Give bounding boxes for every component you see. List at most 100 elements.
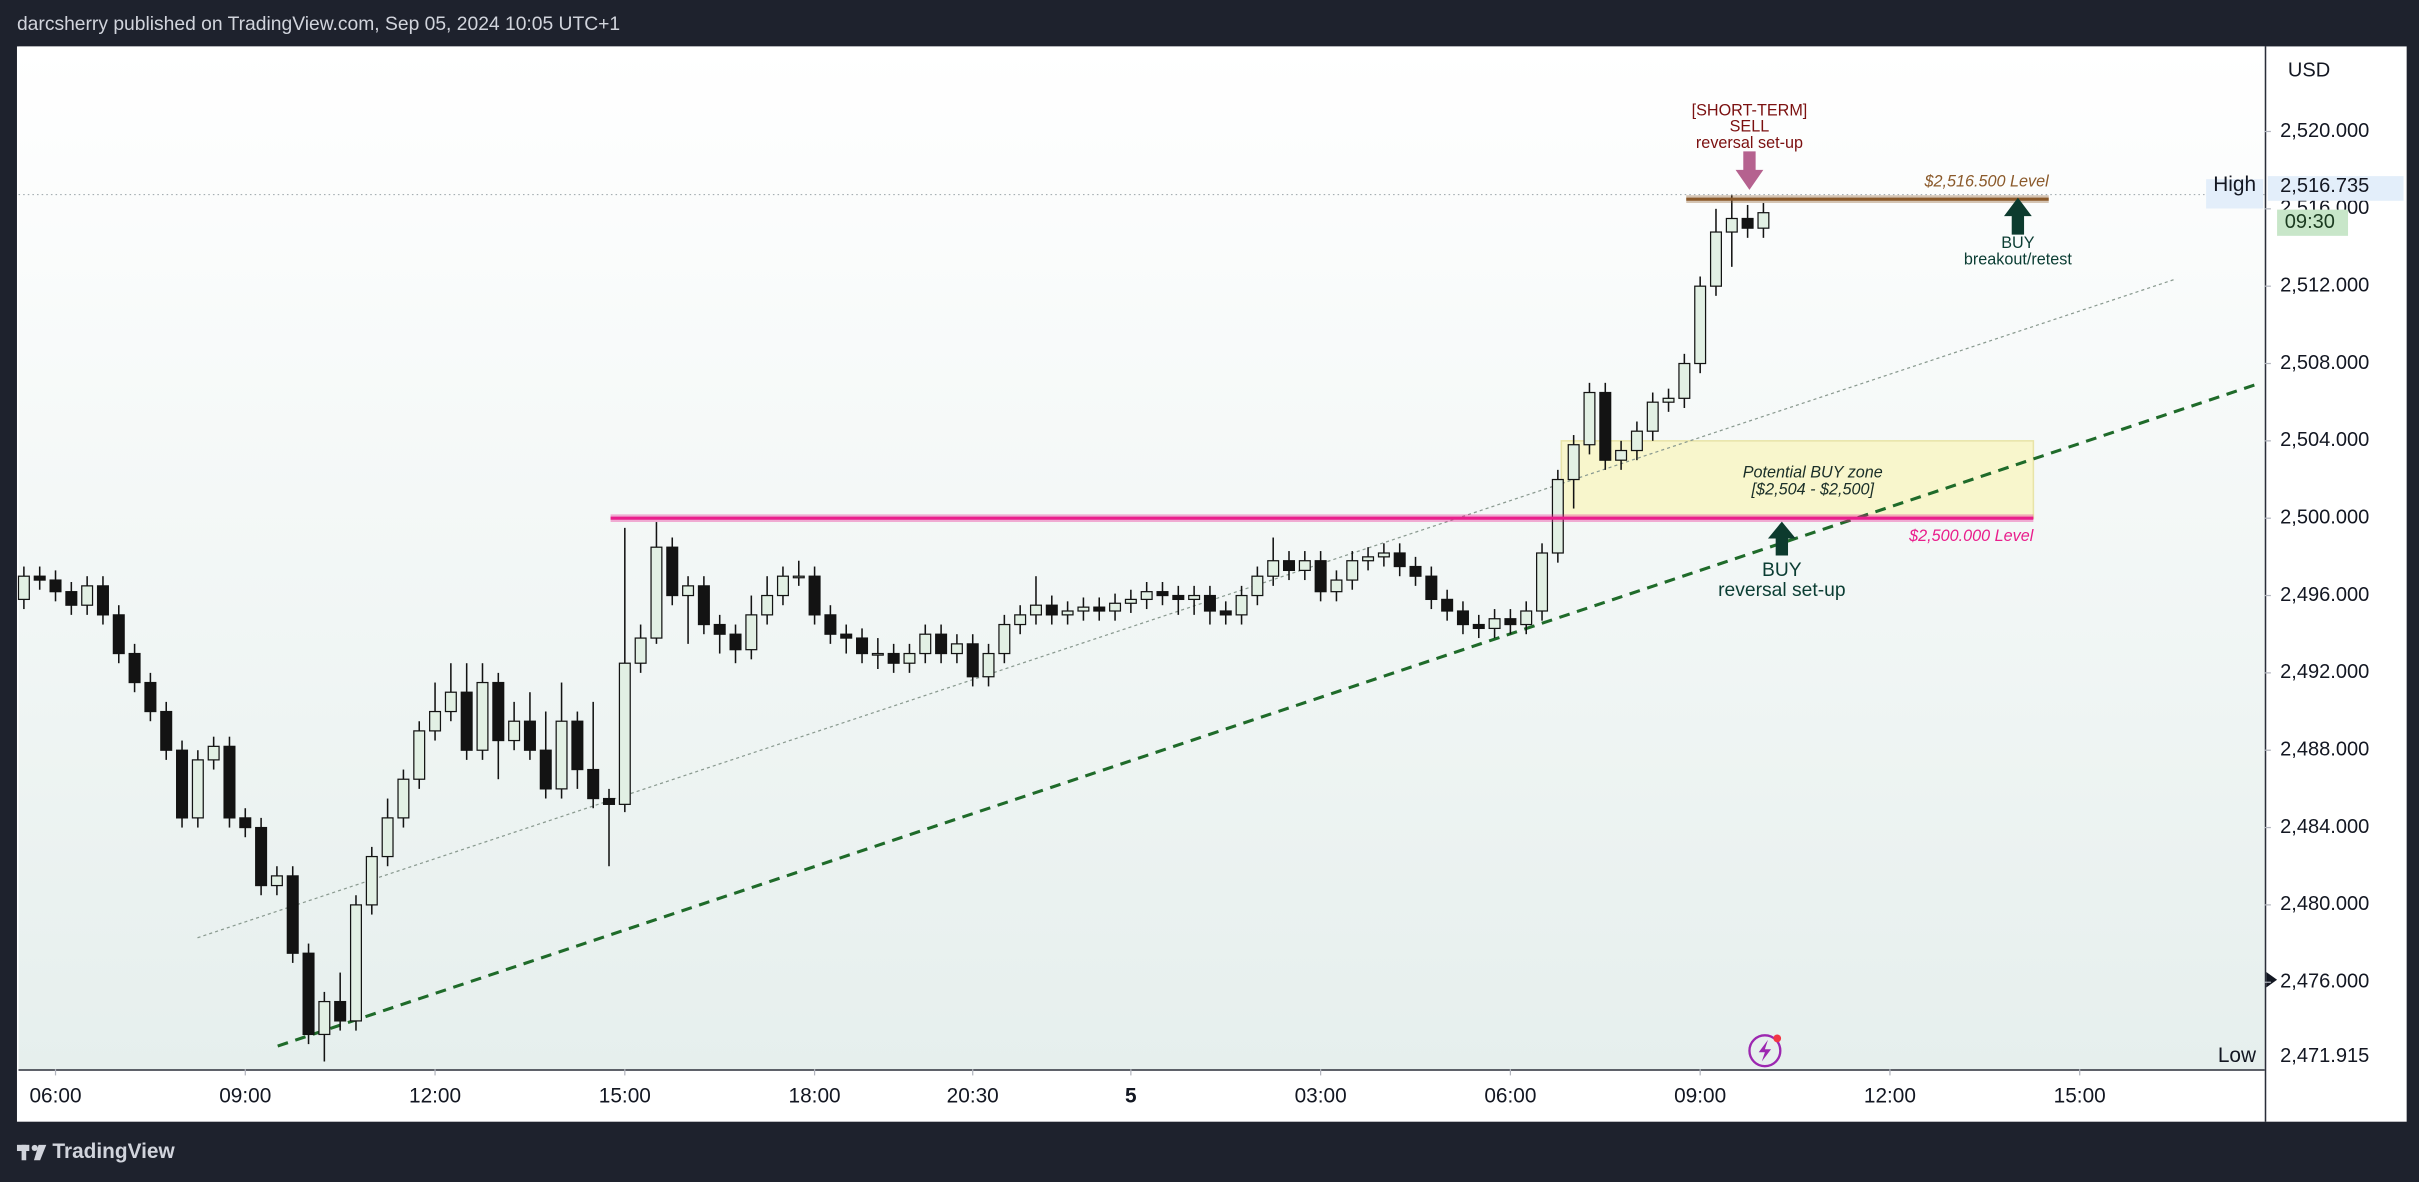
candle-body: [650, 546, 663, 639]
candle-body: [1567, 444, 1580, 481]
candle-body: [666, 546, 679, 597]
candle-body: [856, 637, 869, 655]
candle-body: [381, 817, 394, 858]
candle-body: [776, 575, 789, 597]
candle-body: [555, 720, 568, 790]
candle-body: [286, 875, 299, 954]
y-tick-label: 2,492.000: [2280, 661, 2369, 683]
candle-body: [207, 745, 220, 761]
candle-body: [1267, 560, 1280, 577]
trendline: [197, 278, 2175, 939]
x-tick-label: 12:00: [409, 1085, 461, 1108]
x-tick-label: 03:00: [1295, 1085, 1347, 1108]
y-tick-label: 2,488.000: [2280, 739, 2369, 761]
candle-body: [65, 591, 78, 606]
zone-label: [$2,504 - $2,500]: [1751, 481, 1875, 499]
candle-body: [1124, 598, 1137, 604]
x-tick-label: 15:00: [2054, 1085, 2106, 1108]
candle-body: [397, 778, 410, 819]
candle-body: [1504, 618, 1517, 626]
annotation: SELL: [1730, 118, 1770, 136]
candle-body: [223, 745, 236, 819]
annotation: reversal set-up: [1718, 580, 1845, 601]
y-tick-label: 2,520.000: [2280, 120, 2369, 142]
alert-marker: [2266, 972, 2278, 988]
candle-body: [1061, 610, 1074, 616]
candle-body: [1520, 610, 1533, 626]
y-tick-label: 2,504.000: [2280, 429, 2369, 451]
candle-body: [729, 633, 742, 651]
candle-body: [1646, 401, 1659, 432]
annotation: breakout/retest: [1964, 250, 2072, 268]
high-marker-label: High: [2213, 173, 2256, 196]
x-tick-label: 09:00: [1674, 1085, 1726, 1108]
candle-body: [160, 710, 173, 751]
low-value-label: 2,471.915: [2280, 1045, 2369, 1067]
candle-body: [302, 952, 315, 1036]
candle-body: [1045, 604, 1058, 616]
candle-body: [1140, 591, 1153, 601]
candle-body: [1362, 556, 1375, 562]
candle-body: [1757, 212, 1770, 229]
trendline: [277, 383, 2256, 1048]
candle-body: [1599, 391, 1612, 461]
candle-body: [1456, 610, 1469, 626]
candle-body: [935, 633, 948, 655]
high-value-box: [2267, 176, 2404, 201]
buy-arrow: [2004, 197, 2032, 235]
annotation: BUY: [2001, 234, 2034, 252]
candle-body: [713, 623, 726, 635]
y-tick-label: 2,508.000: [2280, 352, 2369, 374]
candle-body: [1709, 231, 1722, 287]
candle-body: [792, 575, 805, 579]
candle-body: [460, 691, 473, 751]
candle-body: [128, 652, 141, 684]
candle-body: [1156, 591, 1169, 597]
candle-body: [144, 681, 157, 713]
brand: TradingView: [52, 1140, 175, 1163]
candle-body: [318, 1000, 331, 1036]
candle-body: [1615, 449, 1628, 461]
candle-body: [1377, 552, 1390, 558]
candle-body: [191, 759, 204, 819]
candle-body: [33, 575, 46, 581]
candle-body: [745, 614, 758, 651]
candle-body: [634, 637, 647, 664]
annotation: reversal set-up: [1696, 134, 1803, 152]
candle-body: [1203, 594, 1216, 612]
candle-body: [1441, 598, 1454, 612]
zone-label: Potential BUY zone: [1743, 464, 1883, 482]
candle-body: [1409, 565, 1422, 577]
plot-area: [18, 46, 2265, 1070]
candle-body: [1741, 217, 1754, 229]
candle-body: [602, 797, 616, 805]
y-tick-label: 2,500.000: [2280, 506, 2369, 528]
candle-body: [571, 720, 584, 771]
candle-body: [1330, 579, 1343, 593]
candle-body: [982, 652, 995, 678]
annotation: BUY: [1762, 560, 1802, 581]
x-tick-label: 06:00: [29, 1085, 81, 1108]
x-tick-label: 09:00: [219, 1085, 271, 1108]
candle-body: [808, 575, 821, 616]
candle-body: [1219, 610, 1232, 616]
x-tick-label: 5: [1125, 1085, 1137, 1108]
high-value-label: 2,516.735: [2280, 175, 2369, 197]
candle-body: [618, 662, 631, 805]
candle-body: [1630, 430, 1643, 452]
x-tick-label: 20:30: [947, 1085, 999, 1108]
candle-body: [1425, 575, 1438, 601]
x-tick-label: 18:00: [789, 1085, 841, 1108]
candle-body: [444, 691, 457, 713]
candle-body: [413, 730, 426, 780]
candle-body: [1678, 362, 1691, 399]
candle-body: [1093, 606, 1106, 612]
candle-body: [1536, 552, 1549, 612]
candle-body: [1314, 560, 1327, 593]
candle-body: [349, 904, 362, 1022]
candle-body: [17, 575, 30, 601]
candle-body: [950, 643, 963, 655]
brand-logo: [16, 1144, 47, 1161]
header: darcsherry published on TradingView.com,…: [17, 14, 620, 35]
